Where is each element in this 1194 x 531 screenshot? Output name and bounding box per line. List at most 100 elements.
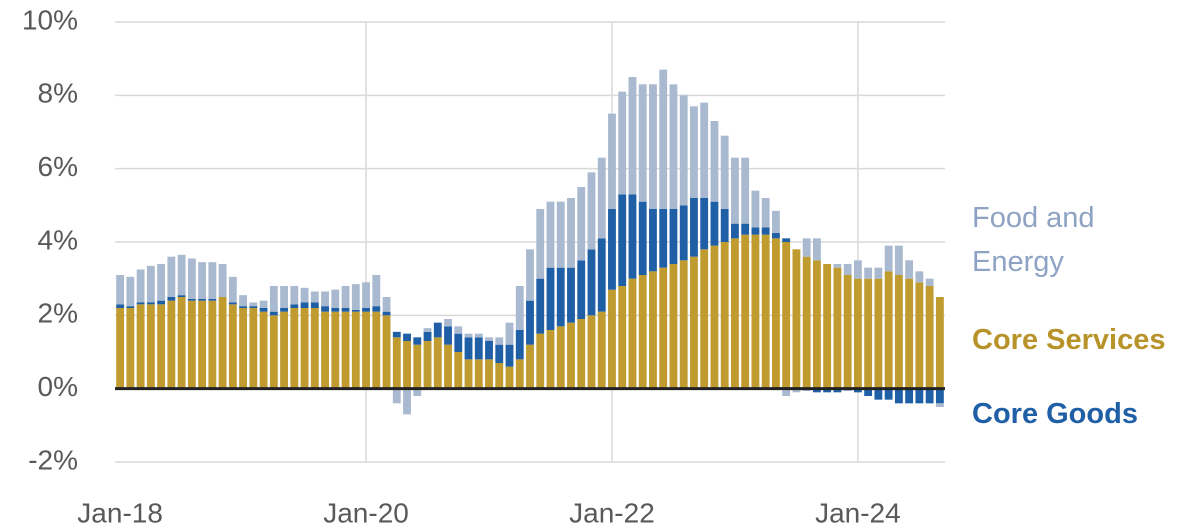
bar-segment	[495, 337, 504, 345]
bar-segment	[485, 337, 493, 341]
x-tick-label: Jan-18	[77, 497, 163, 528]
bar-segment	[351, 311, 360, 389]
bar-segment	[413, 344, 422, 389]
bar-segment	[915, 388, 924, 404]
bar-segment	[392, 388, 401, 404]
bar-segment	[649, 209, 657, 272]
bar-segment	[925, 388, 934, 404]
bar-segment	[915, 271, 924, 283]
bar-segment	[843, 264, 852, 275]
bar-segment	[392, 331, 401, 338]
y-tick-label: 4%	[38, 224, 78, 255]
bar-segment	[741, 234, 750, 389]
bar-segment	[853, 388, 862, 393]
bar-segment	[464, 333, 473, 338]
bar-segment	[761, 234, 770, 389]
bar-segment	[321, 311, 329, 389]
bar-segment	[638, 201, 647, 275]
bar-segment	[741, 157, 750, 224]
bar-segment	[198, 262, 207, 299]
bar-segment	[853, 278, 862, 389]
bar-segment	[526, 344, 534, 389]
bar-segment	[362, 308, 370, 312]
bar-segment	[259, 300, 268, 308]
x-tick-label: Jan-24	[815, 497, 901, 528]
bar-segment	[802, 256, 811, 389]
bar-segment	[505, 344, 514, 367]
bar-segment	[720, 209, 729, 242]
bar-segment	[597, 238, 606, 312]
bar-segment	[300, 287, 309, 303]
bar-segment	[433, 337, 442, 389]
bar-segment	[874, 388, 883, 400]
bar-segment	[587, 249, 596, 316]
bar-segment	[198, 300, 207, 389]
bar-segment	[157, 300, 166, 305]
bar-segment	[526, 249, 534, 301]
bar-segment	[720, 135, 729, 209]
bar-segment	[669, 209, 678, 264]
bar-segment	[331, 311, 340, 389]
x-tick-label: Jan-22	[569, 497, 655, 528]
bar-segment	[485, 341, 493, 360]
bar-segment	[751, 227, 760, 235]
bar-segment	[464, 337, 473, 360]
bar-segment	[710, 245, 719, 389]
bar-segment	[618, 194, 627, 286]
bar-segment	[392, 337, 401, 389]
bar-segment	[833, 264, 842, 268]
bar-segment	[423, 341, 432, 389]
bar-segment	[495, 363, 504, 389]
bar-segment	[126, 308, 135, 389]
bar-segment	[608, 113, 616, 209]
bar-segment	[146, 304, 155, 389]
bar-segment	[382, 315, 391, 389]
bar-segment	[935, 403, 944, 407]
bar-segment	[372, 306, 381, 312]
bar-segment	[935, 297, 944, 389]
bar-segment	[690, 198, 698, 257]
bar-segment	[823, 388, 832, 393]
bar-segment	[864, 278, 873, 389]
bar-segment	[802, 238, 811, 257]
bar-segment	[249, 308, 258, 389]
bar-segment	[239, 295, 248, 307]
bar-segment	[884, 388, 893, 400]
bar-segment	[812, 238, 821, 261]
bar-segment	[228, 304, 237, 389]
bar-segment	[628, 194, 637, 279]
bar-segment	[157, 264, 166, 301]
bar-segment	[372, 275, 381, 307]
bar-segment	[792, 249, 801, 389]
bar-segment	[864, 388, 873, 396]
bar-segment	[351, 284, 360, 310]
bar-segment	[433, 322, 442, 338]
bar-segment	[884, 271, 893, 389]
bar-segment	[628, 278, 637, 389]
bar-segment	[669, 84, 678, 209]
bar-segment	[556, 326, 565, 389]
bar-segment	[710, 201, 719, 246]
bar-segment	[649, 271, 657, 389]
bar-segment	[833, 388, 842, 393]
bar-segment	[782, 388, 791, 396]
bar-segment	[423, 328, 432, 332]
bar-segment	[362, 311, 370, 389]
bar-segment	[454, 326, 463, 334]
bar-segment	[894, 275, 903, 389]
bar-segment	[454, 333, 463, 352]
bar-segment	[362, 282, 370, 308]
bar-segment	[290, 286, 299, 305]
bar-segment	[372, 311, 381, 389]
bar-segment	[731, 238, 739, 389]
bar-segment	[597, 311, 606, 389]
bar-segment	[659, 267, 668, 389]
bar-segment	[116, 304, 125, 308]
bar-segment	[526, 300, 534, 345]
bar-segment	[515, 286, 524, 330]
bar-segment	[833, 267, 842, 389]
bar-segment	[608, 289, 616, 389]
bar-segment	[495, 344, 504, 363]
